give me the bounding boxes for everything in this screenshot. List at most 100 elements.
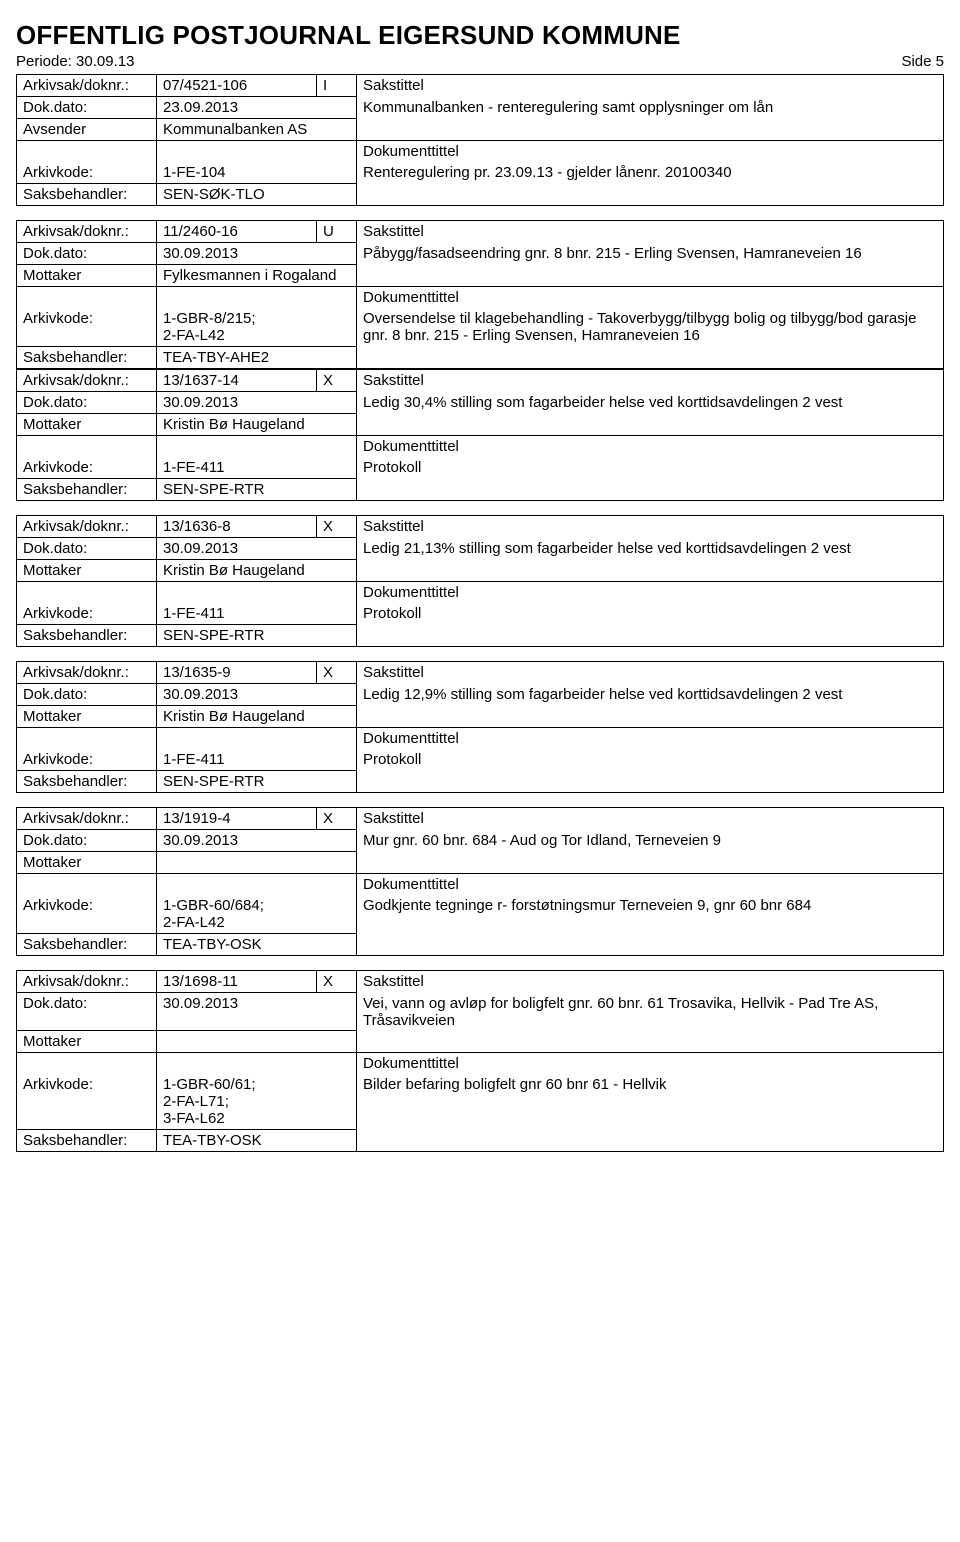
dokdato-label: Dok.dato: (17, 684, 157, 706)
dokdato-label: Dok.dato: (17, 392, 157, 414)
dokdato-value: 30.09.2013 (157, 538, 357, 560)
dokumenttittel-label: Dokumenttittel (357, 1053, 944, 1075)
saksbehandler-value: TEA-TBY-OSK (157, 1130, 357, 1152)
side-value: 5 (936, 53, 944, 70)
party-label: Mottaker (17, 1031, 157, 1053)
io-value: X (317, 808, 357, 830)
dokumenttittel-label: Dokumenttittel (357, 874, 944, 896)
arkivsak-label: Arkivsak/doknr.: (17, 370, 157, 392)
arkivsak-value: 13/1919-4 (157, 808, 317, 830)
party-value: Fylkesmannen i Rogaland (157, 265, 357, 287)
dokdato-value: 30.09.2013 (157, 243, 357, 265)
arkivsak-label: Arkivsak/doknr.: (17, 516, 157, 538)
arkivkode-value: 1-FE-104 (157, 162, 357, 184)
dokumenttittel-value: Renteregulering pr. 23.09.13 - gjelder l… (357, 162, 944, 184)
record-table: Arkivsak/doknr.:13/1635-9XSakstittelDok.… (16, 661, 944, 793)
arkivsak-value: 13/1698-11 (157, 971, 317, 993)
arkivkode-value: 1-FE-411 (157, 457, 357, 479)
record-table: Arkivsak/doknr.:13/1636-8XSakstittelDok.… (16, 515, 944, 647)
sakstittel-label: Sakstittel (357, 75, 944, 97)
io-value: X (317, 971, 357, 993)
party-label: Mottaker (17, 560, 157, 582)
io-value: X (317, 662, 357, 684)
records-container: Arkivsak/doknr.:07/4521-106ISakstittelDo… (16, 74, 944, 1152)
party-value: Kristin Bø Haugeland (157, 414, 357, 436)
page-title: OFFENTLIG POSTJOURNAL EIGERSUND KOMMUNE (16, 20, 944, 51)
record-table: Arkivsak/doknr.:13/1919-4XSakstittel Dok.… (16, 807, 944, 956)
saksbehandler-value: SEN-SPE-RTR (157, 771, 357, 793)
periode-row: Periode: 30.09.13 Side 5 (16, 53, 944, 70)
saksbehandler-value: SEN-SPE-RTR (157, 625, 357, 647)
arkivkode-value: 1-GBR-60/61; 2-FA-L71; 3-FA-L62 (157, 1074, 357, 1130)
dokdato-label: Dok.dato: (17, 538, 157, 560)
dokumenttittel-value: Protokoll (357, 749, 944, 771)
arkivkode-label: Arkivkode: (17, 1074, 157, 1130)
party-value: Kristin Bø Haugeland (157, 706, 357, 728)
party-label: Mottaker (17, 265, 157, 287)
dokumenttittel-value: Bilder befaring boligfelt gnr 60 bnr 61 … (357, 1074, 944, 1130)
saksbehandler-value: SEN-SPE-RTR (157, 479, 357, 501)
sakstittel-value: Ledig 21,13% stilling som fagarbeider he… (357, 538, 944, 560)
arkivsak-label: Arkivsak/doknr.: (17, 971, 157, 993)
sakstittel-label: Sakstittel (357, 370, 944, 392)
arkivkode-label: Arkivkode: (17, 895, 157, 934)
arkivsak-label: Arkivsak/doknr.: (17, 662, 157, 684)
saksbehandler-label: Saksbehandler: (17, 625, 157, 647)
arkivsak-label: Arkivsak/doknr.: (17, 221, 157, 243)
io-value: U (317, 221, 357, 243)
arkivkode-label: Arkivkode: (17, 162, 157, 184)
dokumenttittel-value: Protokoll (357, 457, 944, 479)
saksbehandler-value: TEA-TBY-OSK (157, 934, 357, 956)
io-value: I (317, 75, 357, 97)
arkivsak-value: 07/4521-106 (157, 75, 317, 97)
sakstittel-value: Ledig 12,9% stilling som fagarbeider hel… (357, 684, 944, 706)
record-table: Arkivsak/doknr.:07/4521-106ISakstittel Do… (16, 74, 944, 206)
periode-value: 30.09.13 (76, 53, 134, 70)
dokumenttittel-label: Dokumenttittel (357, 141, 944, 163)
arkivkode-label: Arkivkode: (17, 308, 157, 347)
party-value: Kristin Bø Haugeland (157, 560, 357, 582)
dokdato-value: 30.09.2013 (157, 684, 357, 706)
record-table: Arkivsak/doknr.:13/1637-14XSakstittel Dok… (16, 369, 944, 501)
record-table: Arkivsak/doknr.:13/1698-11XSakstittel Dok… (16, 970, 944, 1152)
sakstittel-value: Vei, vann og avløp for boligfelt gnr. 60… (357, 993, 944, 1031)
dokumenttittel-label: Dokumenttittel (357, 582, 944, 604)
io-value: X (317, 516, 357, 538)
side-label: Side (901, 53, 931, 70)
io-value: X (317, 370, 357, 392)
dokdato-label: Dok.dato: (17, 993, 157, 1031)
saksbehandler-label: Saksbehandler: (17, 934, 157, 956)
sakstittel-label: Sakstittel (357, 221, 944, 243)
saksbehandler-label: Saksbehandler: (17, 184, 157, 206)
dokdato-value: 30.09.2013 (157, 392, 357, 414)
periode-label: Periode: (16, 53, 72, 70)
arkivsak-label: Arkivsak/doknr.: (17, 808, 157, 830)
sakstittel-label: Sakstittel (357, 808, 944, 830)
arkivkode-value: 1-FE-411 (157, 603, 357, 625)
saksbehandler-label: Saksbehandler: (17, 347, 157, 369)
arkivsak-value: 11/2460-16 (157, 221, 317, 243)
arkivkode-label: Arkivkode: (17, 749, 157, 771)
arkivkode-label: Arkivkode: (17, 457, 157, 479)
dokumenttittel-label: Dokumenttittel (357, 287, 944, 309)
sakstittel-label: Sakstittel (357, 971, 944, 993)
sakstittel-value: Påbygg/fasadseendring gnr. 8 bnr. 215 - … (357, 243, 944, 265)
dokdato-label: Dok.dato: (17, 830, 157, 852)
dokumenttittel-value: Protokoll (357, 603, 944, 625)
saksbehandler-value: SEN-SØK-TLO (157, 184, 357, 206)
party-label: Mottaker (17, 706, 157, 728)
dokumenttittel-label: Dokumenttittel (357, 728, 944, 750)
party-label: Mottaker (17, 414, 157, 436)
sakstittel-label: Sakstittel (357, 516, 944, 538)
record-table: Arkivsak/doknr.:11/2460-16USakstittel Dok… (16, 220, 944, 369)
arkivsak-label: Arkivsak/doknr.: (17, 75, 157, 97)
sakstittel-value: Kommunalbanken - renteregulering samt op… (357, 97, 944, 119)
saksbehandler-value: TEA-TBY-AHE2 (157, 347, 357, 369)
arkivkode-value: 1-FE-411 (157, 749, 357, 771)
party-value (157, 1031, 357, 1053)
dokumenttittel-value: Godkjente tegninge r- forstøtningsmur Te… (357, 895, 944, 934)
dokdato-label: Dok.dato: (17, 97, 157, 119)
sakstittel-label: Sakstittel (357, 662, 944, 684)
arkivsak-value: 13/1637-14 (157, 370, 317, 392)
arkivkode-value: 1-GBR-8/215; 2-FA-L42 (157, 308, 357, 347)
